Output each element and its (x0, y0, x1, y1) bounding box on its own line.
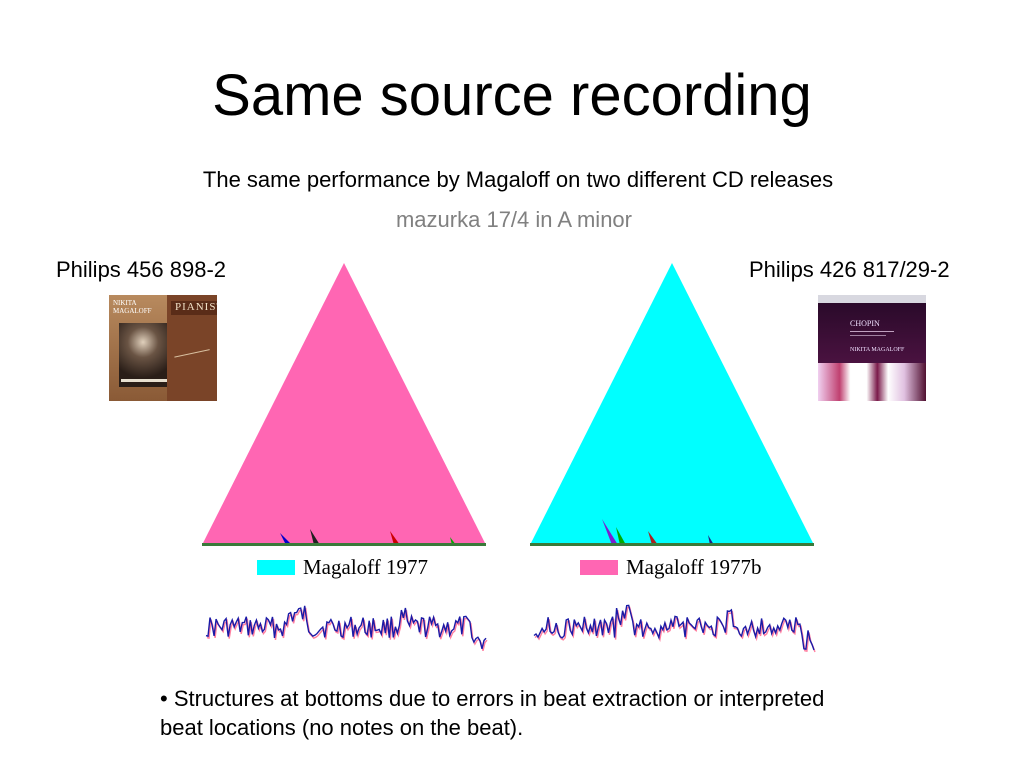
right-cover-line2: NIKITA MAGALOFF (850, 347, 905, 353)
left-baseline-artifacts (202, 529, 486, 546)
piece-name: mazurka 17/4 in A minor (395, 207, 632, 232)
left-trace (205, 605, 487, 649)
left-baseline (202, 543, 486, 546)
right-legend-label: Magaloff 1977b (626, 555, 762, 579)
left-artifact-3 (390, 531, 400, 545)
right-scape-plot (528, 255, 818, 675)
right-cover-line1: CHOPIN (850, 319, 880, 328)
left-cd-cover: PIANIST NIKITA MAGALOFF (109, 295, 217, 401)
left-plot-svg (202, 263, 488, 651)
bullet-note: • Structures at bottoms due to errors in… (160, 686, 825, 740)
left-cover-line2: MAGALOFF (113, 307, 152, 315)
left-legend: Magaloff 1977 (257, 554, 428, 580)
right-trace (533, 604, 815, 651)
left-scape-plot (200, 255, 490, 675)
left-legend-swatch (257, 559, 295, 575)
right-artifact-2 (616, 527, 626, 545)
left-cover-line1: NIKITA (113, 299, 137, 307)
right-plot-svg (530, 263, 816, 653)
left-artifact-2 (310, 529, 320, 545)
right-cd-cover: CHOPIN NIKITA MAGALOFF (818, 295, 926, 401)
right-release-label: Philips 426 817/29-2 (749, 257, 950, 282)
right-cover-rule-2 (850, 335, 886, 336)
left-legend-label: Magaloff 1977 (303, 555, 429, 579)
right-artifact-3 (648, 531, 658, 545)
right-cover-top-strip (818, 295, 926, 303)
piano-keys-graphic (818, 363, 926, 401)
piano-keys (121, 379, 167, 382)
right-artifact-1 (602, 519, 618, 545)
pianist-photo (119, 323, 167, 387)
left-artifact-1 (280, 533, 292, 545)
right-baseline (530, 543, 814, 546)
slide-title: Same source recording (212, 63, 812, 128)
slide-subtitle: The same performance by Magaloff on two … (202, 167, 834, 192)
left-release-label: Philips 456 898-2 (56, 257, 227, 282)
left-cover-banner-bar (171, 301, 217, 315)
right-legend: Magaloff 1977b (580, 554, 762, 580)
right-baseline-artifacts (530, 519, 814, 546)
left-triangle (202, 263, 486, 545)
right-cover-background (818, 303, 926, 363)
right-artifact-4 (708, 535, 714, 545)
right-cover-rule (850, 331, 894, 332)
right-legend-swatch (580, 559, 618, 575)
left-cover-banner: PIANIST (175, 301, 217, 313)
right-triangle (530, 263, 814, 545)
